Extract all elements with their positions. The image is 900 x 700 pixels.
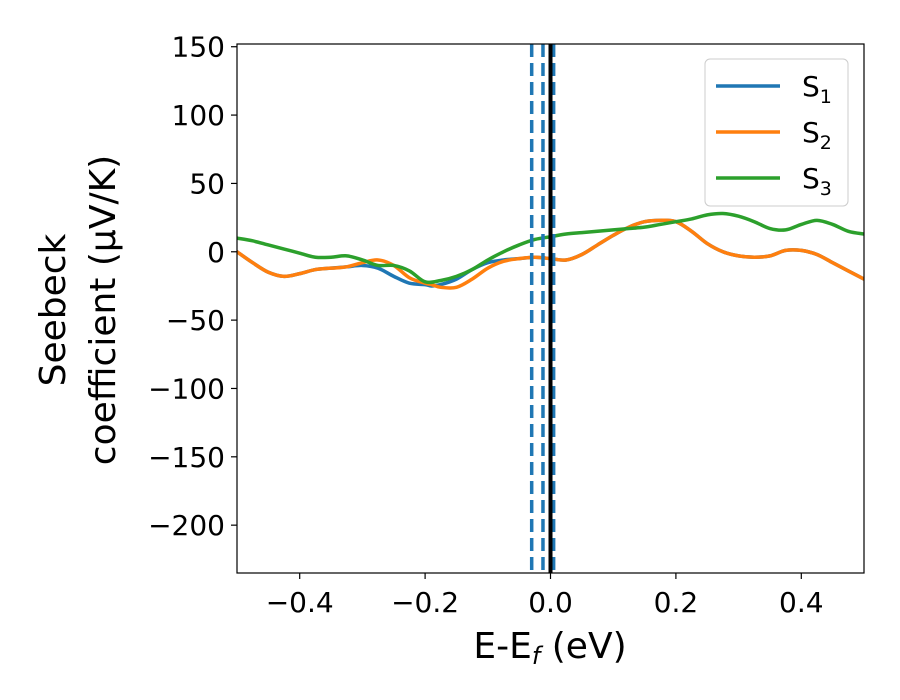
y-axis-title-line2: coefficient (μV/K)	[83, 155, 124, 465]
y-axis-title-line1: Seebeck	[33, 233, 74, 386]
y-tick-label: −150	[148, 441, 225, 474]
y-tick-label: −200	[148, 509, 225, 542]
y-tick-label: −50	[166, 304, 225, 337]
legend-label-s2: S2	[802, 116, 832, 154]
y-tick-label: −100	[148, 372, 225, 405]
y-axis-title: Seebeck coefficient (μV/K)	[33, 155, 124, 465]
y-tick-label: 50	[189, 167, 225, 200]
legend-label-s1: S1	[802, 70, 832, 108]
x-tick-label: 0.4	[779, 586, 824, 619]
x-tick-label: 0.0	[528, 586, 573, 619]
x-tick-label: −0.2	[391, 586, 459, 619]
x-axis-title: E-Ef (eV)	[473, 626, 626, 670]
x-tick-label: 0.2	[654, 586, 699, 619]
legend-label-s3: S3	[802, 162, 832, 200]
legend: S1 S2 S3	[704, 58, 849, 207]
y-tick-label: 0	[207, 236, 225, 269]
x-tick-label: −0.4	[266, 586, 334, 619]
y-tick-label: 100	[172, 99, 225, 132]
y-tick-label: 150	[172, 31, 225, 64]
